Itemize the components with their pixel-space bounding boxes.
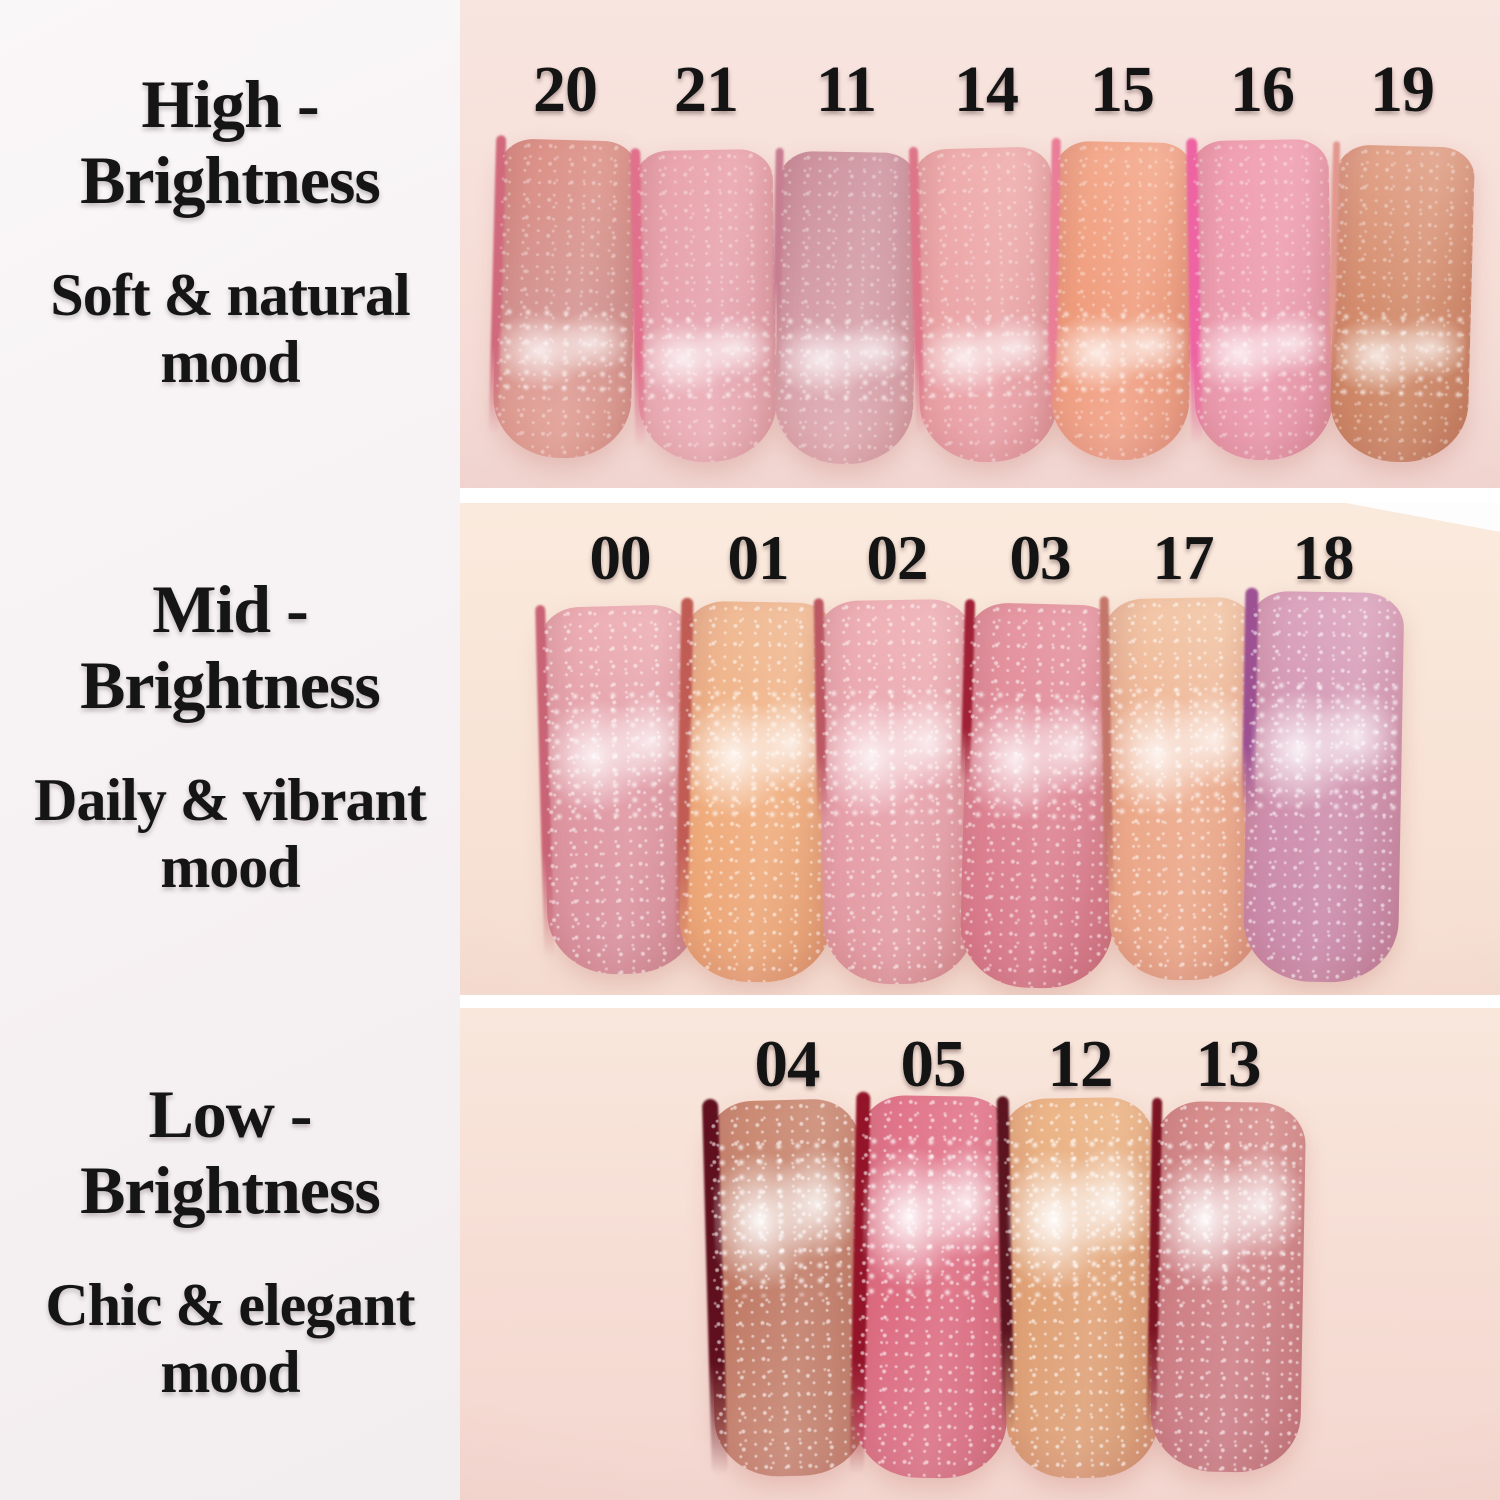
gloss-sparkle-texture (1242, 590, 1404, 984)
gloss-shine-highlight (823, 683, 969, 824)
subtitle-line: Daily & vibrant (34, 766, 427, 833)
shade-number-11: 11 (815, 53, 877, 126)
title-line: Brightness (80, 1151, 381, 1228)
swatch-edge-line (772, 147, 784, 342)
shade-number-02: 02 (866, 523, 929, 593)
swatch-photo-low-brightness: 04 05 12 13 (460, 1008, 1500, 1500)
swatch-edge-line (488, 135, 507, 435)
shade-number-17: 17 (1152, 523, 1215, 593)
gloss-shine-highlight (497, 303, 630, 397)
section-label-high-brightness: High - Brightness Soft & natural mood (0, 0, 460, 488)
swatch-streak-11 (772, 147, 918, 466)
section-subtitle-mid: Daily & vibrant mood (34, 766, 427, 901)
swatch-streak-14 (908, 146, 1060, 464)
gloss-shine-highlight (1197, 305, 1329, 398)
subtitle-line: Soft & natural (50, 261, 410, 328)
gloss-shine-highlight (1005, 1134, 1152, 1297)
gloss-sparkle-texture (1103, 596, 1263, 982)
shade-number-05: 05 (900, 1027, 967, 1101)
title-line: Mid - (152, 570, 309, 647)
gloss-sparkle-texture (817, 598, 977, 986)
photo-corner-wedge (1341, 503, 1500, 532)
shade-number-04: 04 (754, 1027, 821, 1101)
gloss-shine-highlight (711, 1135, 859, 1298)
section-label-low-brightness: Low - Brightness Chic & elegant mood (0, 1008, 460, 1500)
swatch-streak-03 (959, 598, 1121, 990)
gloss-shine-highlight (779, 313, 911, 403)
shade-number-20: 20 (533, 53, 598, 126)
title-line: Low - (148, 1075, 312, 1152)
section-label-mid-brightness: Mid - Brightness Daily & vibrant mood (0, 503, 460, 995)
gloss-sparkle-texture (1000, 1096, 1160, 1480)
swatch-streak-13 (1146, 1097, 1307, 1474)
gloss-sparkle-texture (1050, 140, 1194, 462)
gloss-shine-highlight (861, 1132, 1008, 1296)
gloss-sparkle-texture (774, 150, 918, 466)
gloss-shine-highlight (1249, 676, 1398, 820)
shade-number-14: 14 (954, 53, 1019, 126)
title-line: High - (141, 65, 319, 142)
gloss-sparkle-texture (678, 600, 838, 984)
label-column: High - Brightness Soft & natural mood Mi… (0, 0, 460, 1500)
subtitle-line: mood (160, 1339, 300, 1406)
gloss-sparkle-texture (1328, 144, 1476, 464)
swatch-edge-line (630, 148, 646, 448)
gloss-shine-highlight (921, 309, 1054, 401)
shade-number-15: 15 (1090, 53, 1155, 126)
swatch-streak-19 (1327, 141, 1476, 464)
section-subtitle-low: Chic & elegant mood (45, 1271, 415, 1406)
gloss-sparkle-texture (959, 602, 1121, 990)
gloss-shine-highlight (686, 684, 832, 824)
title-line: Brightness (80, 646, 381, 723)
gloss-shine-highlight (1334, 308, 1467, 401)
gloss-shine-highlight (1157, 1137, 1302, 1296)
swatch-streak-12 (996, 1096, 1160, 1480)
swatch-edge-line (702, 1098, 728, 1476)
gloss-sparkle-texture (491, 138, 639, 460)
shade-number-13: 13 (1195, 1027, 1262, 1101)
shade-number-01: 01 (727, 523, 790, 593)
subtitle-line: Chic & elegant (45, 1271, 415, 1338)
gloss-shine-highlight (1055, 306, 1187, 398)
swatch-streak-20 (488, 135, 639, 460)
swatch-streak-16 (1186, 138, 1334, 462)
gloss-shine-highlight (641, 311, 773, 401)
gloss-sparkle-texture (1190, 138, 1334, 462)
gloss-sparkle-texture (912, 146, 1060, 464)
section-title-high: High - Brightness (80, 65, 381, 218)
shade-number-21: 21 (674, 53, 739, 126)
swatch-streak-02 (813, 598, 977, 986)
subtitle-line: mood (160, 329, 300, 396)
gloss-shine-highlight (545, 685, 693, 822)
gloss-sparkle-texture (1149, 1100, 1307, 1474)
section-title-low: Low - Brightness (80, 1075, 381, 1228)
swatch-photo-high-brightness: 20 21 11 14 15 16 19 (460, 0, 1500, 488)
gloss-sparkle-texture (853, 1094, 1013, 1480)
shade-number-16: 16 (1230, 53, 1295, 126)
subtitle-line: mood (160, 834, 300, 901)
gloss-sparkle-texture (706, 1098, 868, 1478)
title-line: Brightness (80, 141, 381, 218)
shade-number-12: 12 (1047, 1027, 1114, 1101)
shade-number-19: 19 (1370, 53, 1435, 126)
section-subtitle-high: Soft & natural mood (50, 261, 410, 396)
shade-number-00: 00 (589, 523, 652, 593)
section-title-mid: Mid - Brightness (80, 570, 381, 723)
shade-number-18: 18 (1292, 523, 1355, 593)
swatch-streak-18 (1241, 587, 1404, 984)
swatch-streak-01 (675, 597, 838, 984)
swatch-streak-05 (849, 1091, 1013, 1480)
gloss-shine-highlight (1109, 680, 1255, 821)
gloss-sparkle-texture (634, 148, 778, 464)
gloss-shine-highlight (967, 686, 1115, 829)
swatch-streak-21 (630, 148, 778, 464)
shade-number-03: 03 (1009, 523, 1072, 593)
swatch-photo-mid-brightness: 00 01 02 03 17 18 (460, 503, 1500, 995)
swatch-streak-17 (1099, 596, 1263, 982)
swatch-streak-15 (1046, 137, 1194, 462)
swatch-streak-04 (702, 1098, 868, 1478)
swatch-edge-line (535, 604, 555, 959)
